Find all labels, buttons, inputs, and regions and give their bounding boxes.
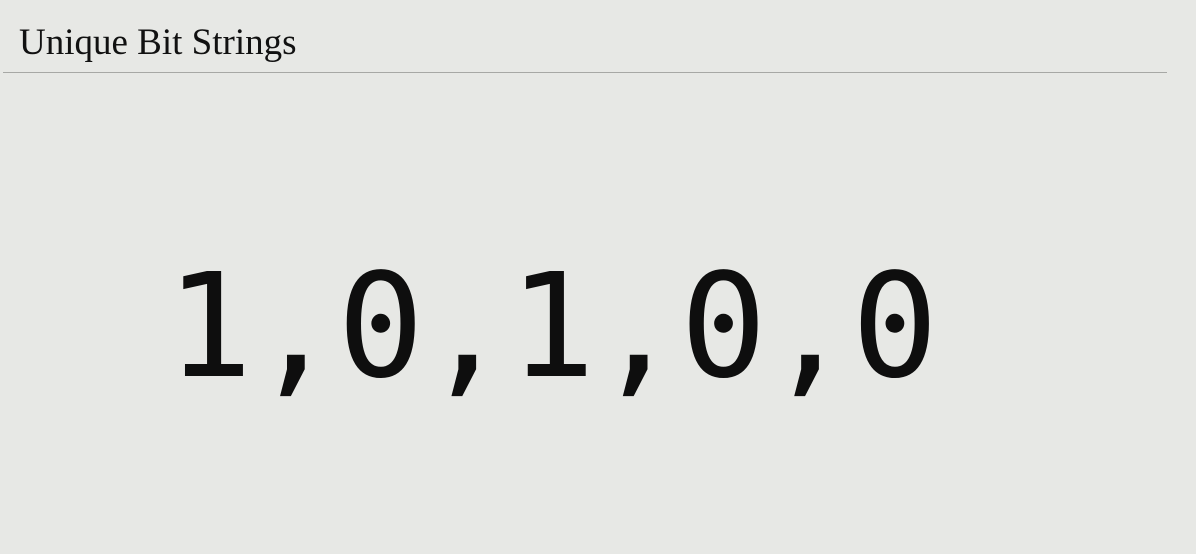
title-divider xyxy=(3,72,1167,73)
slide-title: Unique Bit Strings xyxy=(19,22,297,63)
bit-sequence: 1,0,1,0,0 xyxy=(166,242,938,410)
